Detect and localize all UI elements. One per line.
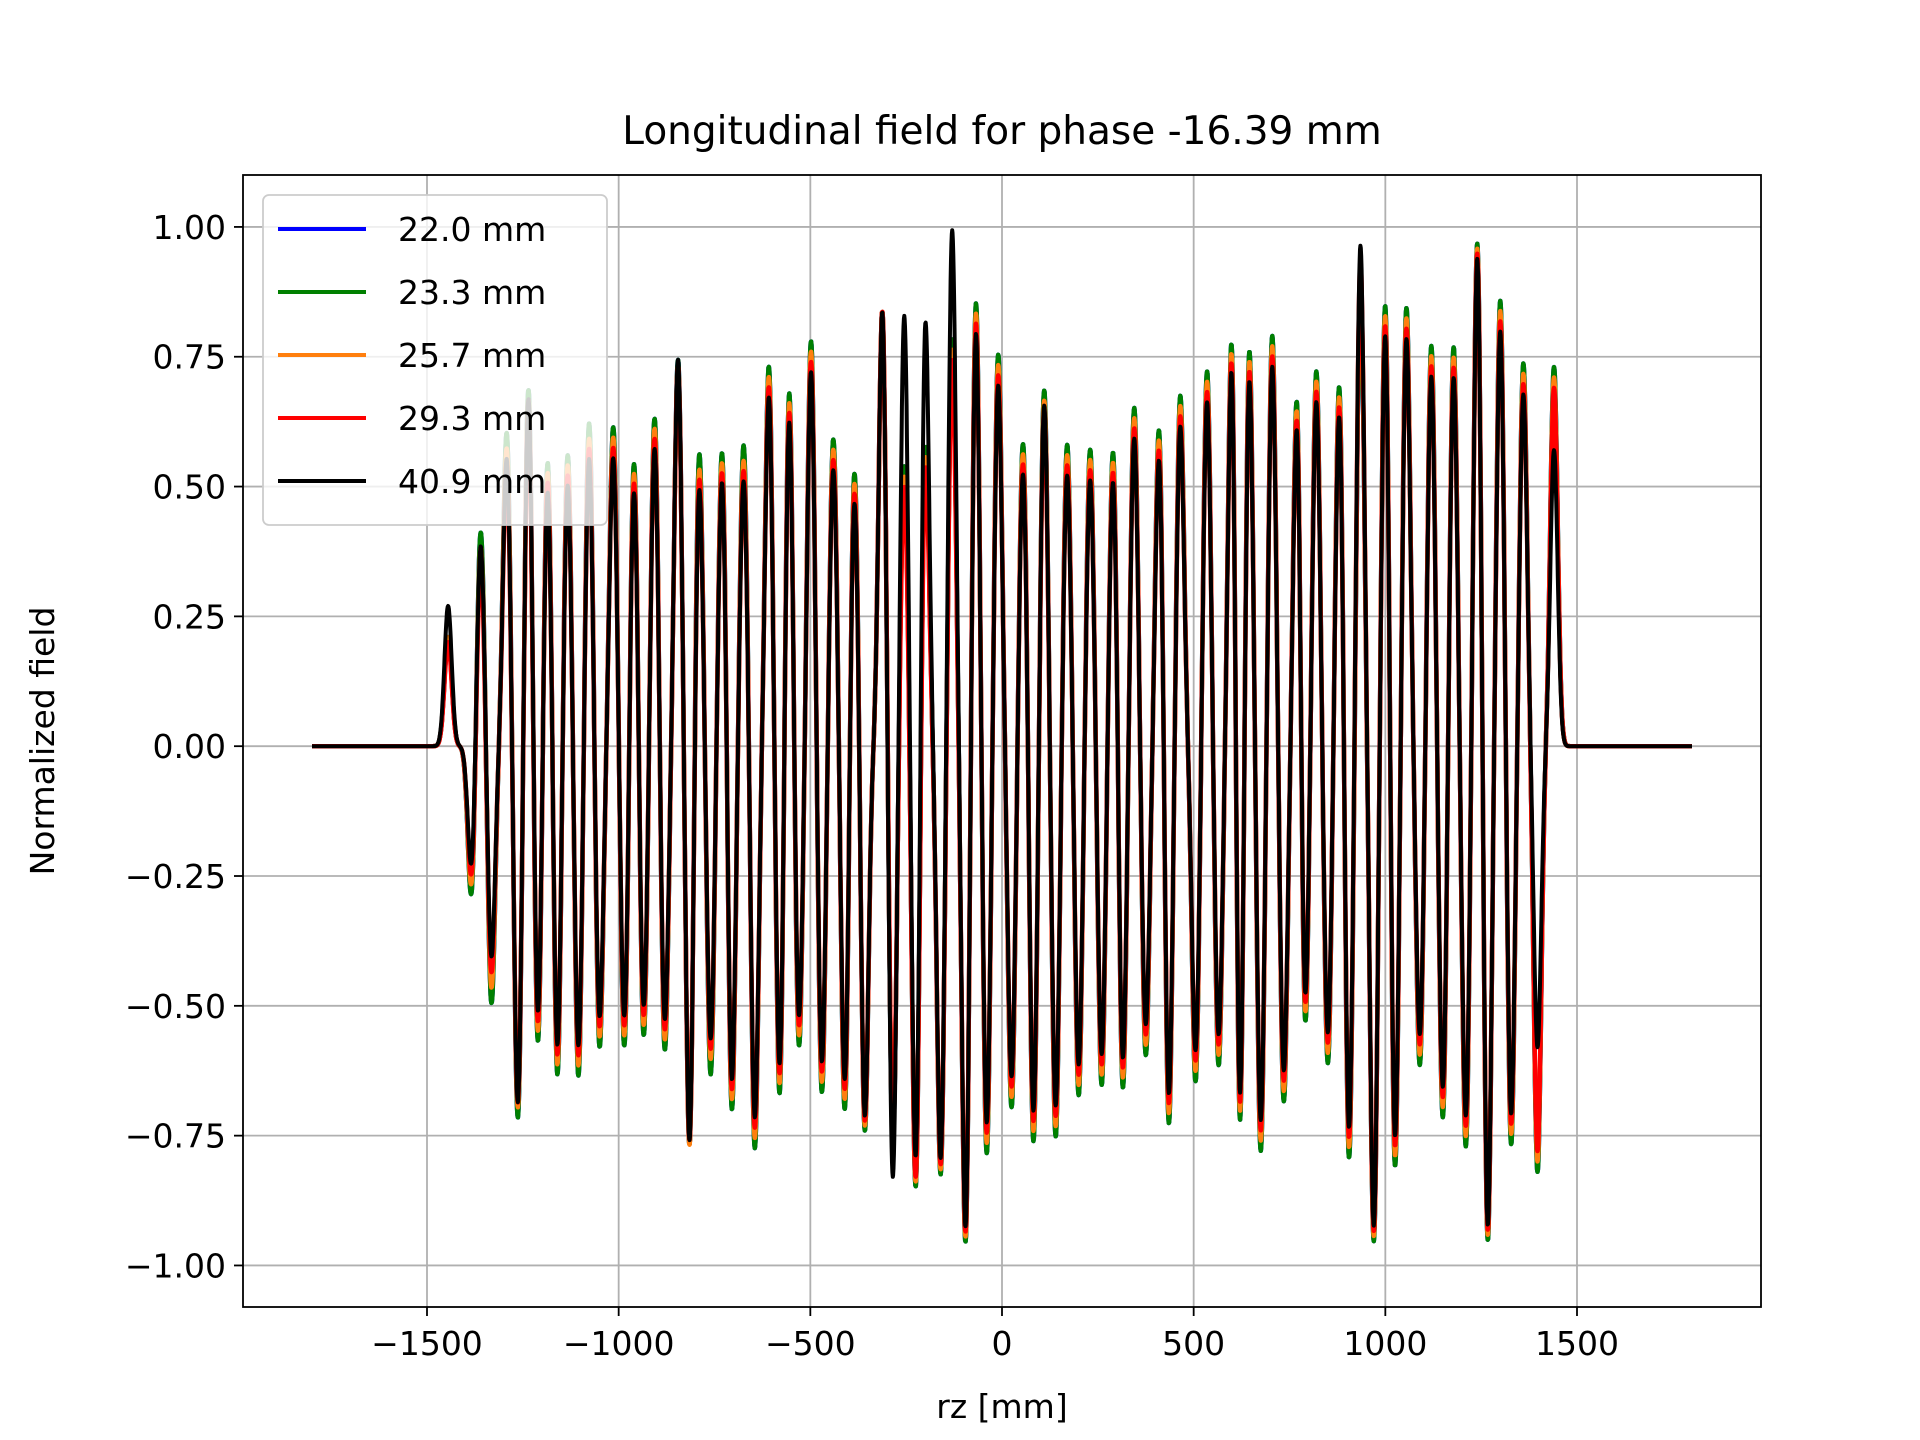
y-tick-label: 0.00 (153, 727, 226, 766)
y-tick-label: 0.50 (153, 468, 226, 507)
x-tick-label: −1500 (371, 1324, 483, 1363)
x-tick-label: 0 (992, 1324, 1013, 1363)
legend-label: 23.3 mm (398, 273, 546, 312)
y-tick-label: 1.00 (153, 208, 226, 247)
y-tick-label: −0.75 (125, 1117, 226, 1156)
series-line-5 (310, 228, 1694, 1229)
legend-label: 40.9 mm (398, 462, 546, 501)
y-tick-label: 0.25 (153, 597, 226, 636)
x-tick-label: −500 (765, 1324, 856, 1363)
legend-label: 25.7 mm (398, 336, 546, 375)
axis-ticks: −1500 −1000 −500 0 500 1000 1500 1.00 0.75 0.50 0.… (125, 208, 1619, 1363)
legend-box (262, 194, 608, 526)
x-tick-label: 1000 (1343, 1324, 1427, 1363)
x-axis-label: rz [mm] (936, 1387, 1067, 1426)
series-layer (310, 228, 1694, 1244)
x-tick-label: 500 (1162, 1324, 1225, 1363)
chart-title: Longitudinal field for phase -16.39 mm (622, 109, 1381, 154)
y-tick-label: −0.50 (125, 987, 226, 1026)
legend: 22.0 mm 23.3 mm 25.7 mm 29.3 mm 40.9 mm (262, 194, 608, 526)
x-tick-label: 1500 (1535, 1324, 1619, 1363)
y-axis-label: Normalized field (23, 607, 62, 876)
legend-label: 29.3 mm (398, 399, 546, 438)
y-tick-label: −1.00 (125, 1246, 226, 1285)
y-tick-label: −0.25 (125, 857, 226, 896)
y-tick-label: 0.75 (153, 338, 226, 377)
legend-label: 22.0 mm (398, 210, 546, 249)
x-tick-label: −1000 (563, 1324, 675, 1363)
